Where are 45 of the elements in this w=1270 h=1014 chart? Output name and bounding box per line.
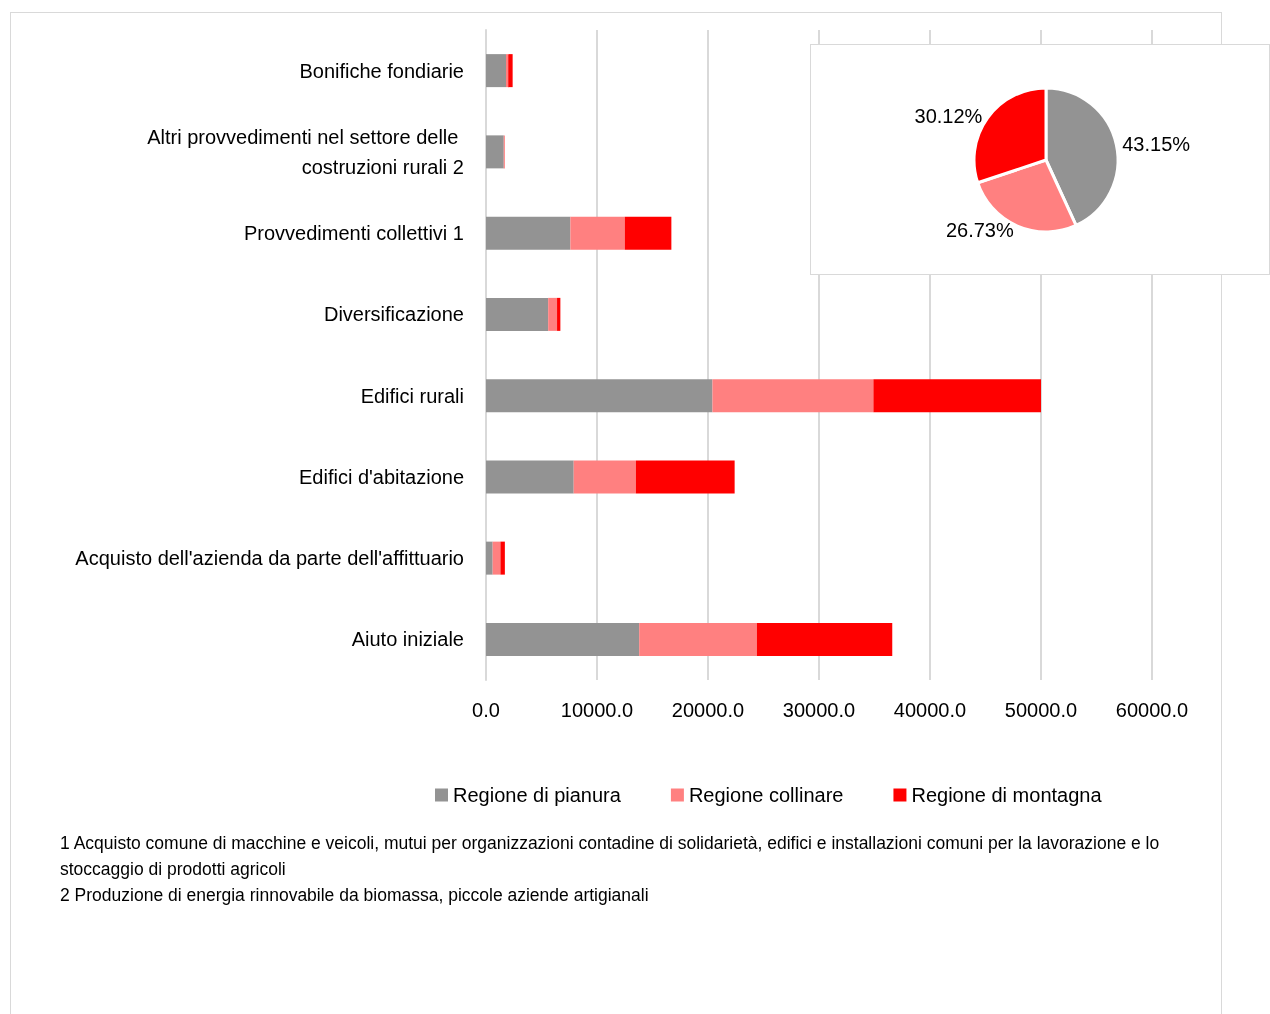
bar (486, 541, 493, 575)
legend-label: Regione collinare (688, 784, 844, 806)
bar (624, 216, 672, 250)
bar (500, 541, 505, 575)
bar (486, 297, 549, 331)
data-label: 30.12% (914, 104, 983, 127)
bar (486, 216, 571, 250)
bar (486, 379, 713, 413)
text: 1 Acquisto comune di macchine e veicoli, mutui per organizzazioni contadine di solidarietà, edifici e installazioni comuni per la lavorazione e lo stoccaggio di prodotti agricoli (60, 832, 1161, 881)
text: 2 Produzione di energia rinnovabile da biomassa, piccole aziende artigianali (60, 884, 650, 907)
legend-label: Regione di montagna (911, 784, 1103, 806)
bar (492, 541, 501, 575)
bar (756, 622, 893, 656)
bar (570, 216, 625, 250)
y-tick-label: Altri provvedimenti nel settore delle costruzioni rurali 2 (147, 125, 464, 178)
y-tick-label: Acquisto dell'azienda da parte dell'affittuario (75, 547, 464, 570)
x-tick-label: 40000.0 (893, 699, 967, 721)
legend-label: Regione di pianura (453, 784, 622, 806)
bar (573, 460, 636, 494)
y-tick-label: Bonifiche fondiarie (299, 59, 464, 82)
bar (486, 460, 574, 494)
bar (505, 54, 509, 88)
x-tick-label: 50000.0 (1004, 699, 1078, 721)
x-tick-label: 0.0 (472, 699, 500, 721)
bar (635, 460, 735, 494)
x-tick-label: 10000.0 (560, 699, 634, 721)
y-tick-label: Aiuto iniziale (351, 628, 464, 651)
y-tick-label: Edifici d'abitazione (298, 465, 464, 488)
x-tick-label: 20000.0 (671, 699, 745, 721)
bar (508, 54, 513, 88)
y-tick-label: Diversificazione (323, 303, 464, 326)
x-tick-label: 30000.0 (782, 699, 856, 721)
data-label: 26.73% (945, 218, 1014, 241)
bar (486, 622, 640, 656)
bar (486, 54, 506, 88)
x-tick-label: 60000.0 (1115, 699, 1189, 721)
y-tick-label: Provvedimenti collettivi 1 (243, 222, 464, 245)
bar (486, 135, 504, 169)
bar (873, 379, 1041, 413)
y-tick-label: Edifici rurali (360, 384, 464, 407)
data-label: 43.15% (1122, 132, 1191, 155)
bar (712, 379, 874, 413)
bar (557, 297, 561, 331)
bar (548, 297, 558, 331)
bar (639, 622, 757, 656)
